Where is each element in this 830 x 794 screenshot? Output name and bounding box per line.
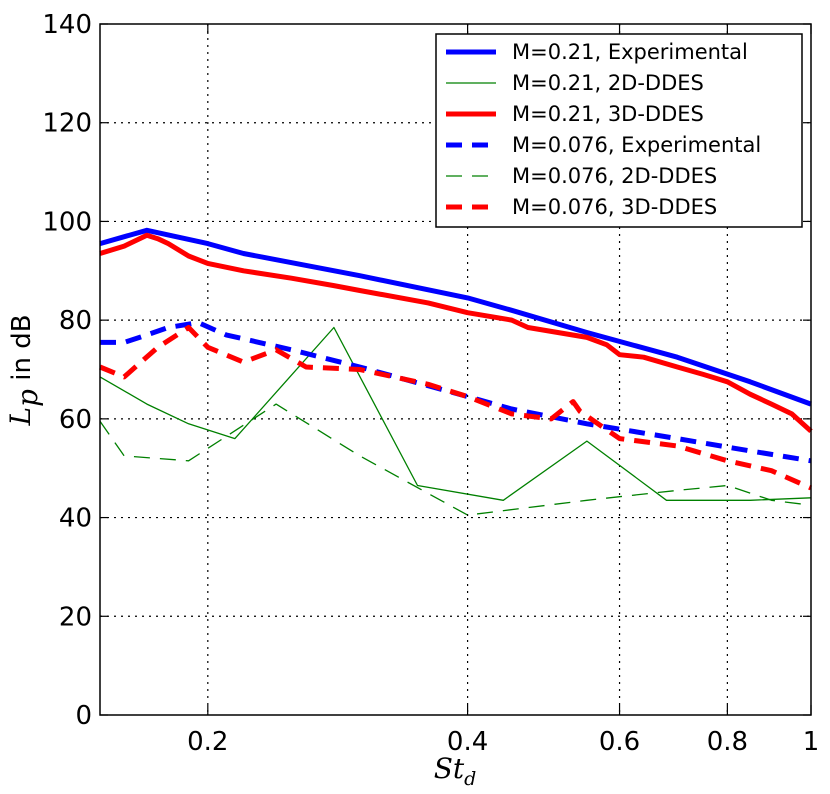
legend-label-6: M=0.076, 3D-DDES [512,195,717,219]
y-tick-label: 140 [42,10,92,40]
ticks: 0 20 40 60 80 100 120 140 0.2 0.4 0.6 0.8 1 [42,10,819,757]
y-tick-label: 20 [59,602,92,632]
x-tick-label: 0.6 [599,727,640,757]
series-line-4 [100,320,812,464]
plot-frame [99,23,812,716]
x-tick-label: 1 [803,727,820,757]
x-tick-label: 0.8 [707,727,748,757]
legend-label-5: M=0.076, 2D-DDES [512,164,717,188]
series-line-3 [99,232,813,434]
grid-lines [100,24,811,715]
legend-label-2: M=0.21, 2D-DDES [512,71,704,95]
x-axis-label: Std [434,752,477,790]
x-tick-label: 0.4 [447,727,488,757]
legend-label-3: M=0.21, 3D-DDES [512,102,704,126]
y-tick-label: 80 [59,306,92,336]
legend-label-1: M=0.21, Experimental [512,40,748,64]
series-line-5 [99,403,812,516]
data-series [99,227,813,516]
y-tick-label: 0 [75,701,92,731]
y-tick-label: 100 [42,207,92,237]
y-tick-label: 60 [59,405,92,435]
y-tick-label: 40 [59,504,92,534]
legend-label-4: M=0.076, Experimental [512,133,761,157]
legend: M=0.21, Experimental M=0.21, 2D-DDES M=0.2… [435,33,803,228]
series-line-6 [99,325,813,491]
legend-box [435,33,803,228]
series-line-1 [99,227,812,407]
y-tick-label: 120 [42,109,92,139]
x-tick-label: 0.2 [187,727,228,757]
series-line-2 [99,326,812,501]
y-axis-label: Lp in dB [4,314,44,426]
